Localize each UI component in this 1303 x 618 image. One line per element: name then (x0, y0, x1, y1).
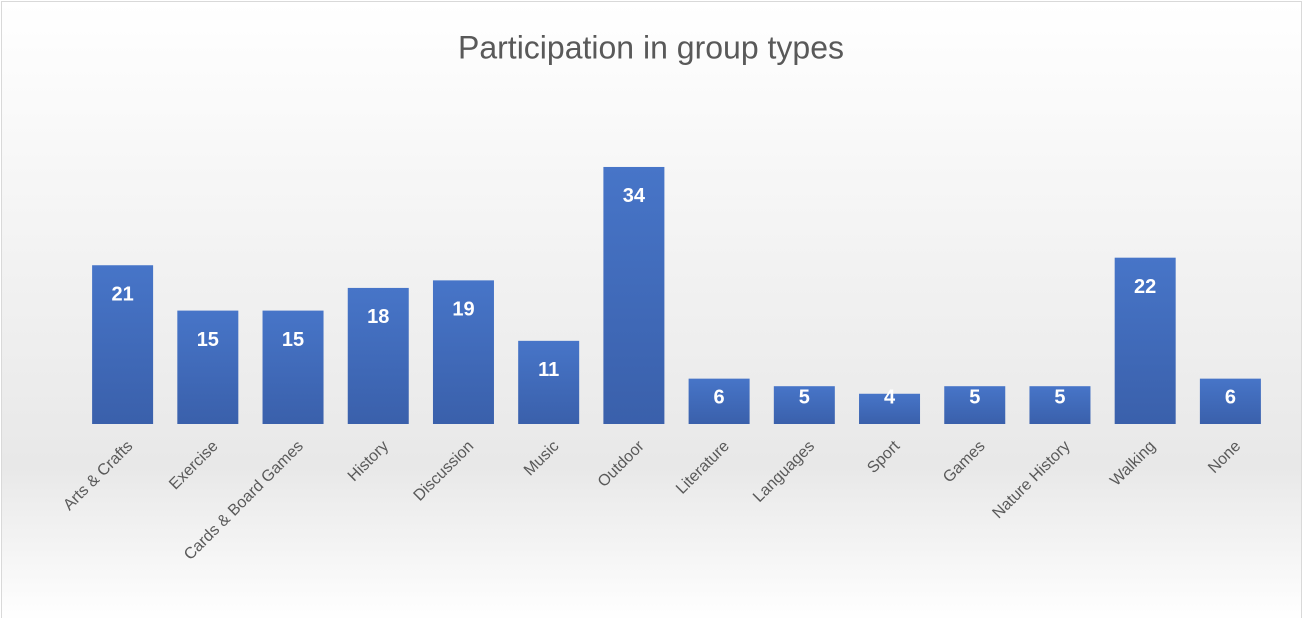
data-label: 19 (452, 299, 474, 321)
data-label: 15 (197, 329, 219, 351)
bar (1199, 378, 1261, 424)
data-label: 18 (367, 306, 389, 328)
data-label: 4 (884, 386, 896, 408)
bar (859, 393, 921, 424)
data-label: 5 (1054, 386, 1065, 408)
data-label: 5 (799, 386, 810, 408)
bar (177, 310, 239, 424)
bar (1029, 386, 1091, 424)
bar (603, 166, 665, 424)
data-label: 6 (714, 386, 725, 408)
data-label: 5 (969, 386, 980, 408)
bar (432, 280, 494, 424)
bar (1114, 257, 1176, 424)
bar (262, 310, 324, 424)
bar (347, 287, 409, 424)
data-label: 21 (111, 284, 133, 306)
data-label: 22 (1134, 276, 1156, 298)
bar (944, 386, 1006, 424)
bar (688, 378, 750, 424)
bar (518, 340, 580, 424)
data-label: 6 (1225, 386, 1236, 408)
bar (92, 265, 154, 424)
bar (773, 386, 835, 424)
data-label: 34 (623, 185, 646, 207)
data-label: 11 (538, 359, 559, 381)
data-label: 15 (282, 329, 304, 351)
chart-title: Participation in group types (458, 29, 844, 65)
